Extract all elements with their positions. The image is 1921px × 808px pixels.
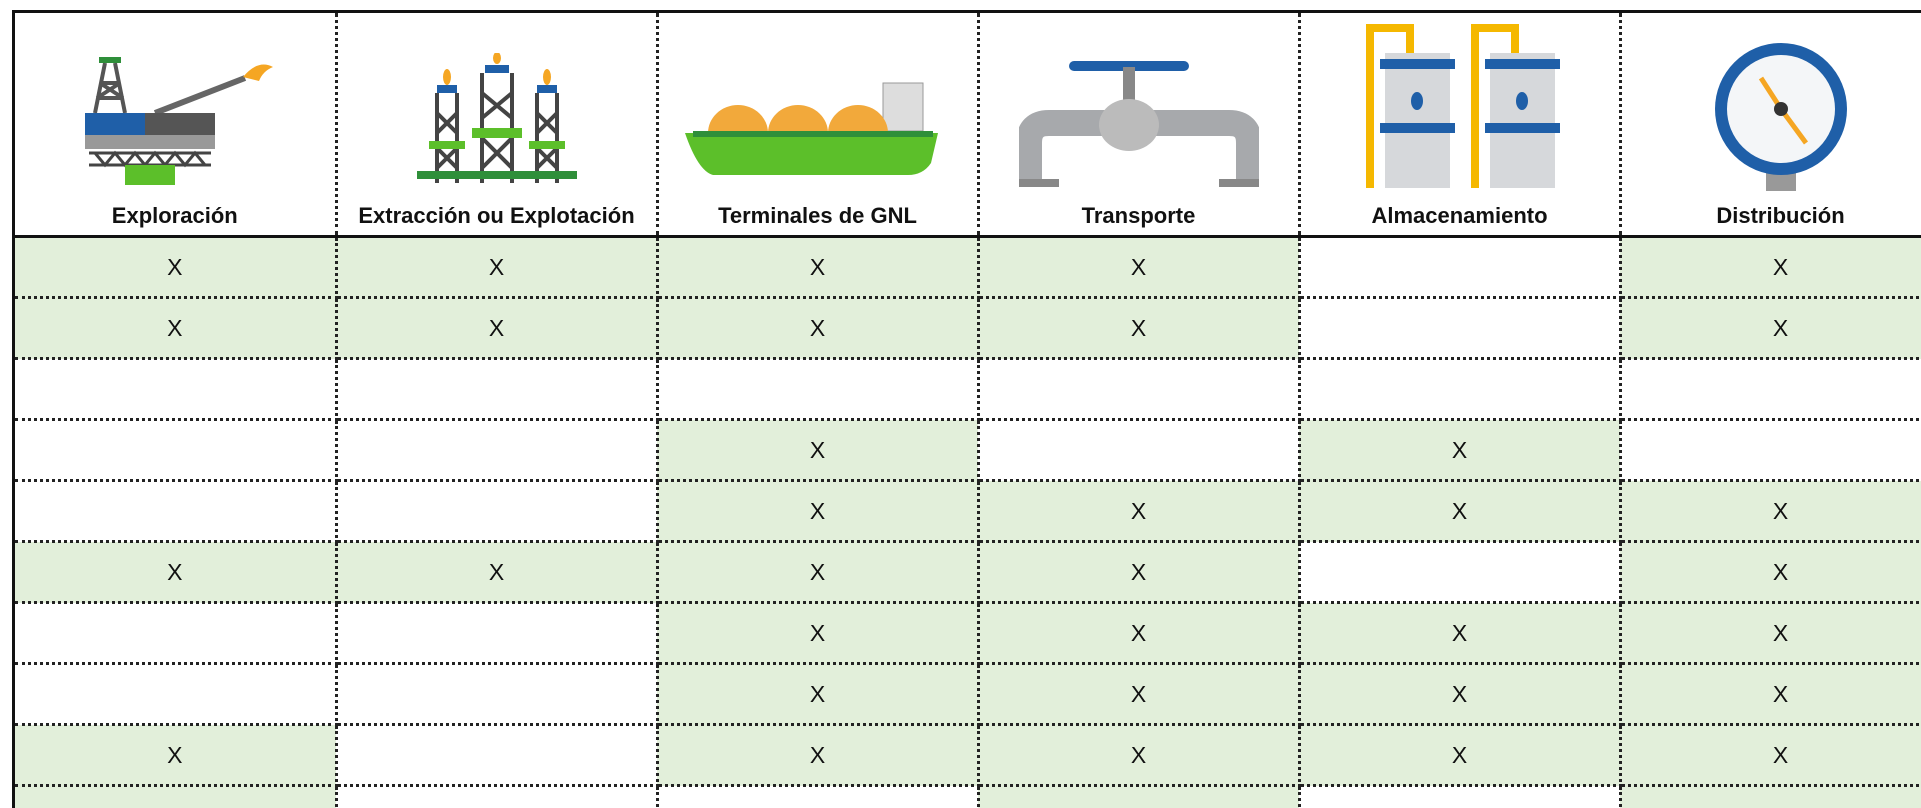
table-cell (978, 419, 1301, 482)
table-cell: X (336, 541, 659, 604)
table-cell: X (15, 724, 338, 787)
table-cell (15, 602, 338, 665)
storage-icon (1365, 24, 1560, 188)
table-cell: X (15, 297, 338, 360)
table-cell (978, 358, 1301, 421)
table-row (15, 358, 1921, 421)
table-cell (657, 785, 980, 808)
table-cell: X (978, 541, 1301, 604)
table-cell: X (336, 236, 659, 299)
table-cell: X (657, 297, 980, 360)
table-cell: X (1620, 480, 1921, 543)
table-cell: X (1620, 236, 1921, 299)
table-cell: X (978, 724, 1301, 787)
table-container: Exploración Extracción ou Explotación (12, 10, 1921, 808)
table-cell (1299, 236, 1622, 299)
table-cell: X (15, 785, 338, 808)
table-cell: X (978, 785, 1301, 808)
transport-icon (1018, 61, 1259, 187)
header-row: Exploración Extracción ou Explotación (15, 13, 1921, 238)
table-cell (336, 663, 659, 726)
header-text: Almacenamiento (1371, 203, 1548, 228)
table-cell: X (978, 663, 1301, 726)
table-cell: X (1299, 419, 1622, 482)
table-cell (336, 724, 659, 787)
table-cell: X (15, 236, 338, 299)
exploration-icon (84, 57, 273, 185)
table-cell (1620, 358, 1921, 421)
table-cell: X (1299, 602, 1622, 665)
table-cell: X (657, 541, 980, 604)
table-cell: X (978, 297, 1301, 360)
table-cell: X (978, 480, 1301, 543)
table: Exploración Extracción ou Explotación (15, 13, 1921, 808)
table-cell (1299, 541, 1622, 604)
table-cell: X (15, 541, 338, 604)
table-cell (336, 602, 659, 665)
table-cell: X (1620, 602, 1921, 665)
table-cell (336, 419, 659, 482)
table-cell: X (336, 297, 659, 360)
extraction-icon (416, 53, 577, 183)
header-text: Distribución (1716, 203, 1845, 228)
table-cell (336, 480, 659, 543)
table-cell (15, 480, 338, 543)
header-text: Transporte (1081, 203, 1196, 228)
table-cell (1299, 785, 1622, 808)
table-cell: X (1620, 663, 1921, 726)
table-cell: X (1299, 724, 1622, 787)
table-cell (1299, 297, 1622, 360)
table-cell: X (657, 236, 980, 299)
header-cell: Distribución (1620, 13, 1921, 238)
header-cell: Almacenamiento (1299, 13, 1622, 238)
table-cell: X (978, 236, 1301, 299)
table-cell: X (1620, 297, 1921, 360)
table-cell (15, 358, 338, 421)
header-text: Terminales de GNL (718, 203, 917, 228)
table-cell: X (657, 724, 980, 787)
table-cell: X (1299, 480, 1622, 543)
table-cell (15, 663, 338, 726)
header-text: Exploración (111, 203, 238, 228)
table-cell (1620, 419, 1921, 482)
header-cell: Transporte (978, 13, 1301, 238)
table-row: XXX (15, 785, 1921, 808)
gauge-icon (1714, 43, 1847, 191)
header-text: Extracción ou Explotación (358, 203, 635, 228)
table-cell: X (1620, 724, 1921, 787)
header-cell: Extracción ou Explotación (336, 13, 659, 238)
table-body: XXXXXXXXXXXXXXXXXXXXXXXXXXXXXXXXXXXXX (15, 236, 1921, 808)
table-cell: X (978, 602, 1301, 665)
table-cell (1299, 358, 1622, 421)
table-cell (15, 419, 338, 482)
table-cell: X (1620, 785, 1921, 808)
table-cell: X (657, 663, 980, 726)
header-cell: Terminales de GNL (657, 13, 980, 238)
header-cell: Exploración (15, 13, 338, 238)
table-cell: X (657, 602, 980, 665)
table-cell: X (657, 480, 980, 543)
lng-terminal-icon (684, 82, 938, 175)
table-cell (657, 358, 980, 421)
table-cell: X (1299, 663, 1622, 726)
table-cell: X (657, 419, 980, 482)
table-cell (336, 785, 659, 808)
table-cell (336, 358, 659, 421)
table-cell: X (1620, 541, 1921, 604)
